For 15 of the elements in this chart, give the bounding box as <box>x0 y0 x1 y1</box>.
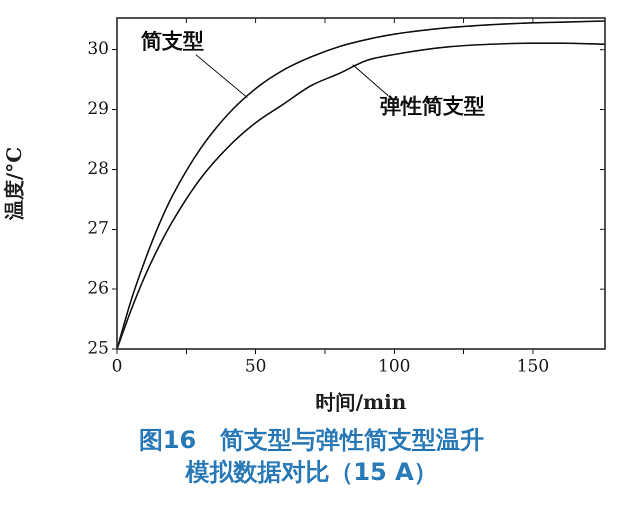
annotation: 简支型 <box>140 29 204 54</box>
y-tick-label: 29 <box>87 99 109 119</box>
y-tick-label: 26 <box>87 278 109 299</box>
y-tick-label: 30 <box>87 39 109 60</box>
x-tick-label: 100 <box>378 356 410 377</box>
annotation: 弹性简支型 <box>380 94 486 118</box>
y-tick-label: 28 <box>87 158 109 179</box>
y-axis-title: 温度/°C <box>2 146 26 222</box>
x-tick-label: 0 <box>112 356 122 377</box>
x-tick-label: 50 <box>244 356 266 377</box>
y-tick-label: 25 <box>87 338 109 358</box>
x-tick-label: 150 <box>516 356 550 377</box>
x-axis-title: 时间/min <box>316 390 407 414</box>
y-tick-label: 27 <box>87 218 109 239</box>
text: 图16 简支型与弹性简支型温升模拟数据对比（15 A） <box>138 425 486 488</box>
